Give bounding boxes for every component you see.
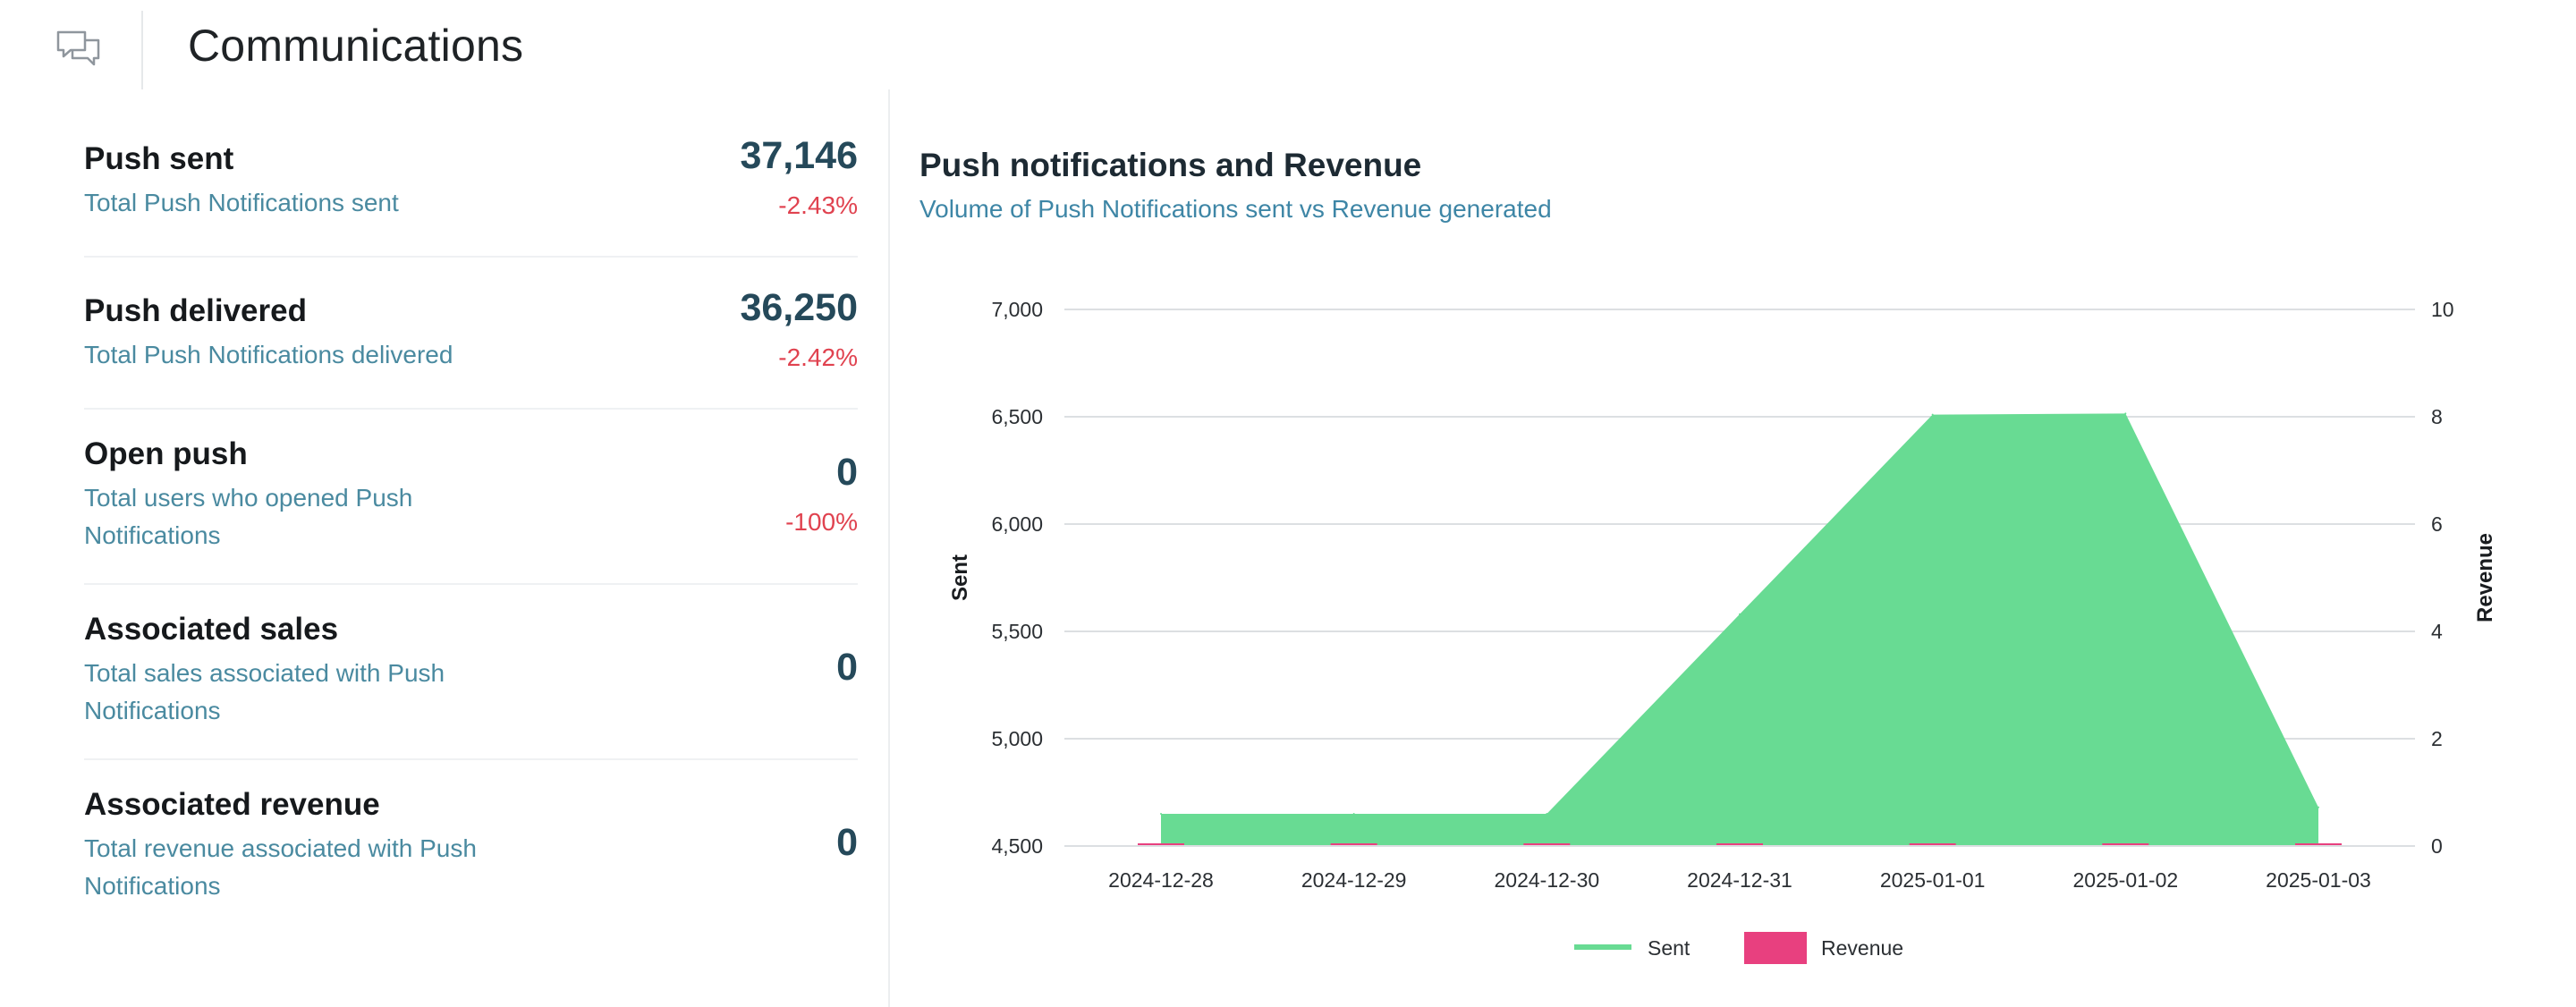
x-tick-label: 2024-12-29 xyxy=(1301,868,1407,892)
x-tick-label: 2025-01-01 xyxy=(1880,868,1986,892)
sent-point xyxy=(1160,813,1162,815)
metric-value: 0 xyxy=(836,821,858,864)
y-left-tick-label: 5,500 xyxy=(991,620,1043,643)
metric-description: Total users who opened Push Notification… xyxy=(84,484,413,549)
y-left-tick-label: 6,000 xyxy=(991,512,1043,536)
revenue-bar xyxy=(2295,843,2342,846)
sent-point xyxy=(2318,806,2319,808)
metric-title: Associated revenue xyxy=(84,787,380,822)
y-left-tick-label: 4,500 xyxy=(991,834,1043,858)
metric-separator xyxy=(84,408,858,410)
chart-title: Push notifications and Revenue xyxy=(919,147,1422,183)
x-tick-label: 2024-12-28 xyxy=(1108,868,1214,892)
x-tick-label: 2025-01-03 xyxy=(2266,868,2371,892)
metric-description: Total Push Notifications delivered xyxy=(84,341,453,368)
header-divider xyxy=(141,11,143,89)
x-tick-label: 2024-12-30 xyxy=(1495,868,1600,892)
metric-change: -2.42% xyxy=(778,343,858,371)
metric-separator xyxy=(84,583,858,585)
y-right-tick-label: 4 xyxy=(2431,620,2443,643)
metric-description: Total revenue associated with Push Notif… xyxy=(84,834,477,900)
y-right-tick-label: 0 xyxy=(2431,834,2443,858)
metric-separator xyxy=(84,256,858,258)
page-header: Communications xyxy=(0,0,2576,89)
page-title: Communications xyxy=(188,21,524,71)
y-left-tick-label: 5,000 xyxy=(991,727,1043,750)
metric-change: -100% xyxy=(785,508,858,536)
metric-value: 0 xyxy=(836,646,858,689)
legend-revenue-label: Revenue xyxy=(1821,936,1903,960)
sent-point xyxy=(2124,412,2127,415)
revenue-bar xyxy=(1909,843,1956,846)
y-right-tick-label: 10 xyxy=(2431,298,2454,321)
chart-subtitle: Volume of Push Notifications sent vs Rev… xyxy=(919,195,1552,223)
sent-point xyxy=(1352,813,1355,815)
legend-sent-label: Sent xyxy=(1648,936,1690,960)
metric-description: Total Push Notifications sent xyxy=(84,189,399,216)
metric-title: Open push xyxy=(84,436,248,471)
sent-point xyxy=(1931,413,1934,416)
metric-value: 0 xyxy=(836,451,858,494)
sent-point xyxy=(1739,613,1741,615)
panel-divider xyxy=(888,89,890,1007)
revenue-bar xyxy=(1138,843,1184,846)
y-right-tick-label: 8 xyxy=(2431,405,2443,428)
y-left-tick-label: 6,500 xyxy=(991,405,1043,428)
metric-value: 36,250 xyxy=(740,286,858,329)
revenue-bar xyxy=(1330,843,1377,846)
metric-description: Total sales associated with Push Notific… xyxy=(84,659,445,724)
metric-separator xyxy=(84,758,858,760)
revenue-bar xyxy=(1523,843,1571,846)
chat-bubbles-icon xyxy=(56,30,100,66)
metric-change: -2.43% xyxy=(778,191,858,219)
revenue-bar xyxy=(1716,843,1763,846)
metric-value: 37,146 xyxy=(740,134,858,177)
x-tick-label: 2024-12-31 xyxy=(1687,868,1792,892)
metric-title: Push delivered xyxy=(84,293,307,328)
metric-title: Associated sales xyxy=(84,612,339,647)
y-right-tick-label: 6 xyxy=(2431,512,2443,536)
y-right-tick-label: 2 xyxy=(2431,727,2443,750)
legend-sent-swatch xyxy=(1574,944,1631,950)
y-left-tick-label: 7,000 xyxy=(991,298,1043,321)
sent-point xyxy=(1546,813,1548,815)
x-tick-label: 2025-01-02 xyxy=(2073,868,2179,892)
sent-area xyxy=(1161,413,2318,846)
y-right-axis-title: Revenue xyxy=(2473,533,2497,622)
metric-title: Push sent xyxy=(84,141,234,176)
legend-revenue-swatch xyxy=(1744,932,1807,964)
y-left-axis-title: Sent xyxy=(948,554,972,601)
revenue-bar xyxy=(2102,843,2149,846)
